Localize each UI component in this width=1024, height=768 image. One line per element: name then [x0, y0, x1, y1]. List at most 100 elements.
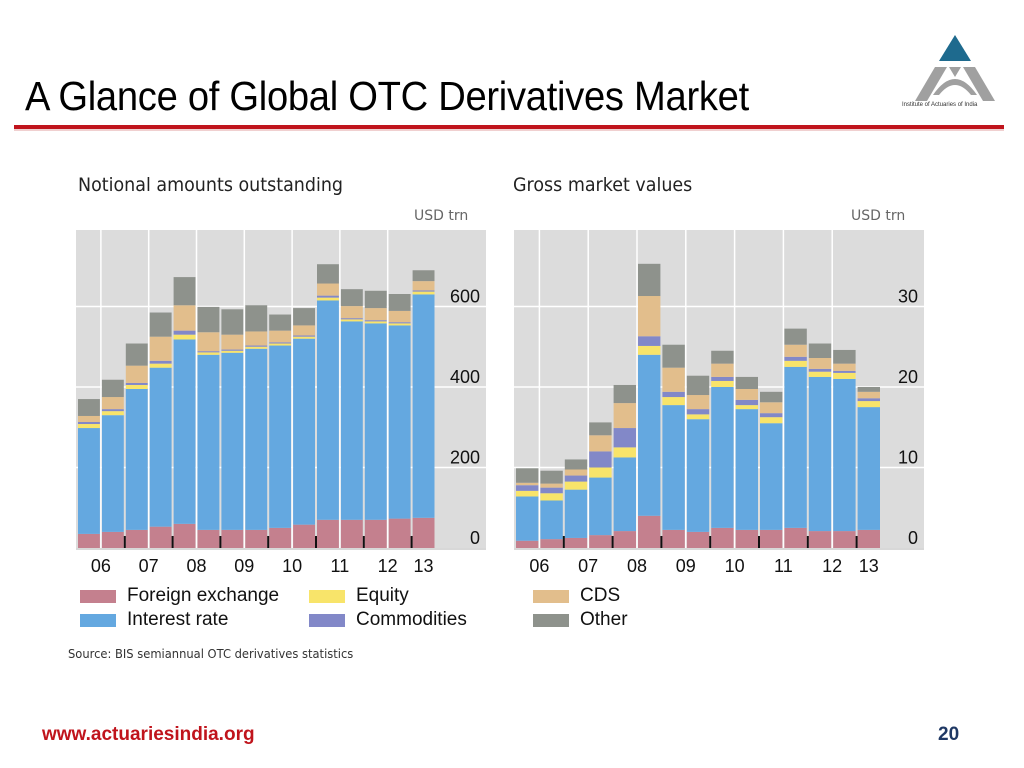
bar-segment-commodities-12H1: [364, 320, 387, 322]
bar-segment-other-09H2: [245, 305, 268, 332]
bar-segment-foreign-exchange-13H1: [857, 529, 880, 548]
bar-segment-interest-rate-07H1: [125, 389, 148, 530]
bar-segment-other-07H2: [589, 422, 612, 436]
bar-segment-equity-09H1: [221, 350, 244, 353]
bar-segment-other-10H2: [735, 376, 758, 389]
bar-segment-foreign-exchange-09H2: [245, 529, 268, 548]
bar-segment-other-11H1: [760, 391, 783, 403]
y-tick-label: 600: [450, 286, 480, 306]
legend-label-other: Other: [580, 609, 628, 630]
bar-segment-interest-rate-09H1: [662, 405, 685, 530]
bar-segment-commodities-11H2: [340, 318, 363, 320]
bar-segment-commodities-09H1: [221, 349, 244, 351]
bar-segment-foreign-exchange-09H1: [662, 529, 685, 548]
bar-segment-cds-07H2: [149, 336, 172, 361]
legend-swatch-interest-rate: [80, 613, 116, 627]
bar-segment-equity-10H1: [711, 380, 734, 387]
bar-segment-other-13H1: [412, 270, 435, 282]
bar-segment-equity-10H2: [735, 405, 758, 410]
bar-segment-other-09H1: [221, 309, 244, 335]
bar-segment-foreign-exchange-08H1: [613, 531, 636, 548]
bar-segment-cds-06H2: [101, 397, 124, 410]
y-tick-label: 400: [450, 367, 480, 387]
bar-segment-interest-rate-12H2: [833, 378, 856, 532]
bar-segment-foreign-exchange-06H2: [540, 539, 563, 548]
bar-segment-foreign-exchange-06H1: [78, 533, 100, 548]
bar-segment-foreign-exchange-07H1: [564, 537, 588, 548]
logo-caption: Institute of Actuaries of India: [902, 102, 978, 108]
legend-swatch-cds: [533, 589, 569, 603]
bar-segment-interest-rate-11H1: [760, 423, 783, 530]
bar-segment-interest-rate-08H1: [173, 339, 196, 524]
bar-segment-foreign-exchange-12H1: [808, 531, 832, 548]
legend-swatch-commodities: [309, 613, 345, 627]
bar-segment-commodities-08H1: [173, 330, 196, 335]
bar-segment-cds-11H1: [760, 402, 783, 414]
bar-segment-equity-12H2: [388, 323, 411, 326]
bar-segment-equity-12H2: [833, 372, 856, 379]
bar-segment-cds-08H1: [173, 305, 196, 331]
x-tick-label: 12: [822, 556, 842, 576]
bar-segment-commodities-12H1: [808, 368, 832, 372]
bar-segment-cds-11H2: [340, 306, 363, 319]
bar-segment-interest-rate-13H1: [857, 407, 880, 530]
bar-segment-interest-rate-10H1: [269, 345, 292, 528]
x-tick-label: 09: [676, 556, 696, 576]
bar-segment-equity-08H2: [197, 352, 220, 355]
x-tick-label: 06: [91, 556, 111, 576]
bar-segment-commodities-07H2: [149, 360, 172, 364]
logo-center: [949, 67, 961, 77]
logo-top-triangle: [939, 35, 971, 61]
bar-segment-foreign-exchange-06H2: [101, 531, 124, 548]
legend-label-foreign-exchange: Foreign exchange: [127, 585, 280, 606]
x-tick-label: 06: [529, 556, 549, 576]
bar-segment-equity-11H1: [317, 297, 339, 301]
bar-segment-cds-06H1: [78, 415, 100, 423]
x-tick-label: 10: [282, 556, 302, 576]
bar-segment-other-07H2: [149, 312, 172, 337]
bar-segment-interest-rate-07H2: [589, 477, 612, 536]
title-underline-shadow: [14, 129, 1004, 131]
bar-segment-other-07H1: [125, 343, 148, 366]
bar-segment-equity-09H2: [686, 414, 710, 420]
bar-segment-cds-13H1: [857, 391, 880, 399]
y-tick-label: 200: [450, 447, 480, 467]
bar-segment-equity-08H1: [613, 447, 636, 458]
bar-segment-cds-12H1: [808, 358, 832, 369]
page-number: 20: [938, 724, 960, 745]
bar-segment-foreign-exchange-10H2: [735, 529, 758, 548]
x-tick-label: 08: [186, 556, 206, 576]
bar-segment-cds-09H2: [686, 395, 710, 410]
bar-segment-commodities-09H2: [686, 409, 710, 415]
bar-segment-commodities-06H2: [540, 487, 563, 494]
bar-segment-equity-10H1: [269, 343, 292, 346]
bar-segment-interest-rate-10H2: [735, 409, 758, 530]
bar-segment-cds-09H1: [221, 334, 244, 350]
logo-left-leg: [915, 67, 947, 101]
legend-item-interest-rate: Interest rate: [80, 609, 228, 631]
bar-segment-commodities-06H1: [78, 422, 100, 425]
bar-segment-equity-13H1: [857, 401, 880, 408]
bar-segment-other-10H1: [711, 350, 734, 364]
unit-label-gross: USD trn: [851, 208, 906, 224]
bar-segment-commodities-10H2: [735, 399, 758, 406]
bar-segment-interest-rate-11H2: [340, 321, 363, 520]
bar-segment-interest-rate-06H1: [78, 428, 100, 534]
bar-segment-equity-07H1: [125, 384, 148, 389]
legend-item-commodities: Commodities: [309, 609, 467, 631]
title-underline: [14, 125, 1004, 129]
bar-segment-foreign-exchange-07H1: [125, 529, 148, 548]
bar-segment-interest-rate-11H1: [317, 300, 339, 520]
bar-segment-interest-rate-08H1: [613, 457, 636, 532]
bar-segment-commodities-06H2: [101, 409, 124, 412]
bar-segment-commodities-13H1: [412, 290, 435, 292]
x-tick-label: 09: [234, 556, 254, 576]
bar-segment-commodities-08H2: [197, 351, 220, 353]
footer-url-link[interactable]: www.actuariesindia.org: [42, 724, 255, 745]
bar-segment-foreign-exchange-11H1: [317, 519, 339, 548]
bar-segment-equity-09H1: [662, 397, 685, 406]
bar-segment-cds-06H2: [540, 483, 563, 488]
legend-item-other: Other: [533, 609, 628, 631]
unit-label-notional: USD trn: [414, 208, 469, 224]
bar-segment-commodities-13H1: [857, 398, 880, 402]
